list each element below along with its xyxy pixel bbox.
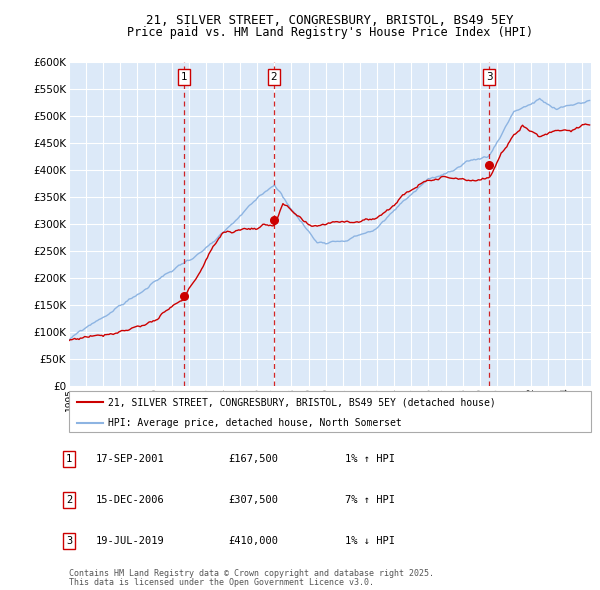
Text: 3: 3 — [485, 72, 493, 82]
Text: 7% ↑ HPI: 7% ↑ HPI — [345, 495, 395, 505]
Text: 2: 2 — [271, 72, 277, 82]
Text: 1: 1 — [181, 72, 187, 82]
Text: £167,500: £167,500 — [228, 454, 278, 464]
Text: HPI: Average price, detached house, North Somerset: HPI: Average price, detached house, Nort… — [108, 418, 402, 428]
Text: 3: 3 — [66, 536, 72, 546]
FancyBboxPatch shape — [69, 391, 591, 432]
Text: Price paid vs. HM Land Registry's House Price Index (HPI): Price paid vs. HM Land Registry's House … — [127, 26, 533, 39]
Text: 2: 2 — [66, 495, 72, 505]
Text: 21, SILVER STREET, CONGRESBURY, BRISTOL, BS49 5EY (detached house): 21, SILVER STREET, CONGRESBURY, BRISTOL,… — [108, 397, 496, 407]
Text: 17-SEP-2001: 17-SEP-2001 — [96, 454, 165, 464]
Text: 21, SILVER STREET, CONGRESBURY, BRISTOL, BS49 5EY: 21, SILVER STREET, CONGRESBURY, BRISTOL,… — [146, 14, 514, 27]
Text: Contains HM Land Registry data © Crown copyright and database right 2025.: Contains HM Land Registry data © Crown c… — [69, 569, 434, 578]
Text: 19-JUL-2019: 19-JUL-2019 — [96, 536, 165, 546]
Text: £410,000: £410,000 — [228, 536, 278, 546]
Text: 15-DEC-2006: 15-DEC-2006 — [96, 495, 165, 505]
Text: 1% ↑ HPI: 1% ↑ HPI — [345, 454, 395, 464]
Text: £307,500: £307,500 — [228, 495, 278, 505]
Text: 1: 1 — [66, 454, 72, 464]
Text: 1% ↓ HPI: 1% ↓ HPI — [345, 536, 395, 546]
Text: This data is licensed under the Open Government Licence v3.0.: This data is licensed under the Open Gov… — [69, 578, 374, 587]
